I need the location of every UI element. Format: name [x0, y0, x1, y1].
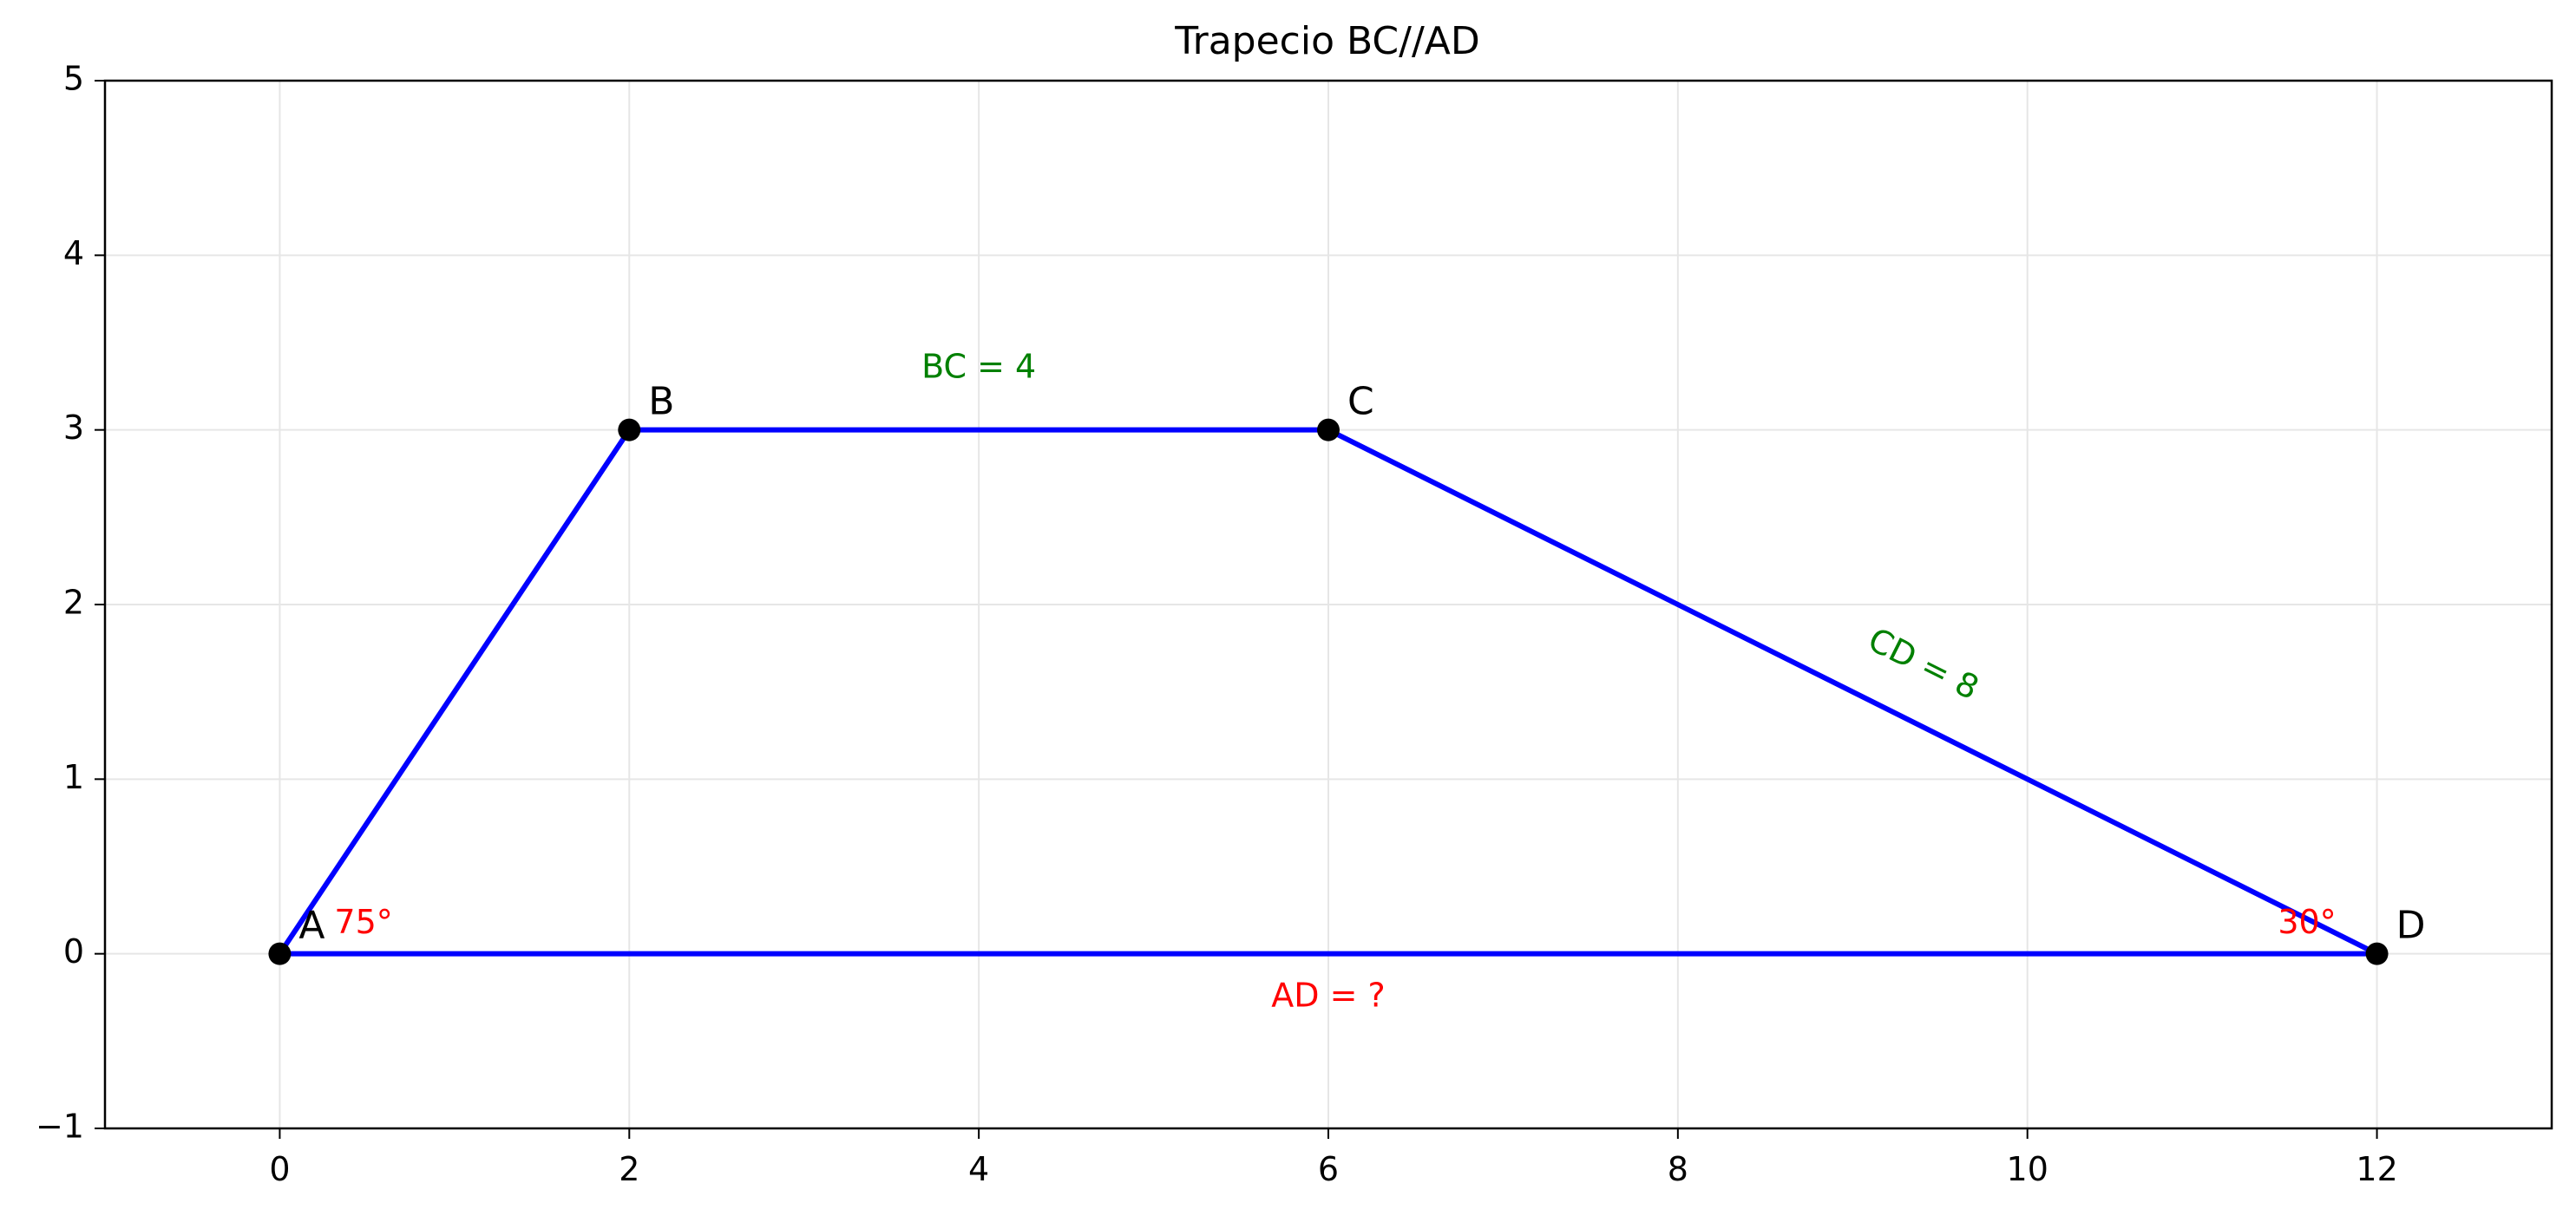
x-tick-label: 6: [1318, 1150, 1339, 1188]
y-tick-label: 0: [63, 932, 84, 971]
x-tick-label: 10: [2007, 1150, 2048, 1188]
x-tick-label: 2: [619, 1150, 639, 1188]
chart-title: Trapecio BC//AD: [1174, 19, 1480, 63]
trapezoid-edges: [277, 427, 2380, 957]
y-tick-label: 1: [63, 758, 84, 796]
edge-AB: [277, 427, 633, 957]
point-label-B: B: [648, 380, 674, 424]
x-tick-label: 0: [269, 1150, 290, 1188]
point-B: [618, 418, 641, 441]
point-label-C: C: [1347, 380, 1374, 424]
point-A: [268, 942, 292, 965]
y-tick-label: 5: [63, 60, 84, 98]
x-tick-label: 8: [1668, 1150, 1688, 1188]
point-C: [1317, 418, 1340, 441]
point-label-A: A: [298, 904, 324, 948]
y-tick-label: 2: [63, 584, 84, 622]
point-label-D: D: [2396, 904, 2426, 948]
annotation-3: AD = ?: [1271, 977, 1385, 1015]
point-D: [2365, 942, 2389, 965]
y-tick-label: 4: [63, 234, 84, 272]
vertex-points: A B C D: [268, 380, 2425, 965]
annotation-1: BC = 4: [921, 348, 1036, 386]
x-tick-label: 12: [2356, 1150, 2397, 1188]
y-tick-label: −1: [36, 1108, 84, 1146]
annotation-4: 75°: [334, 903, 392, 941]
edge-CD: [1326, 427, 2380, 957]
annotation-5: 30°: [2278, 903, 2336, 941]
y-tick-label: 3: [63, 409, 84, 447]
x-tick-label: 4: [968, 1150, 989, 1188]
